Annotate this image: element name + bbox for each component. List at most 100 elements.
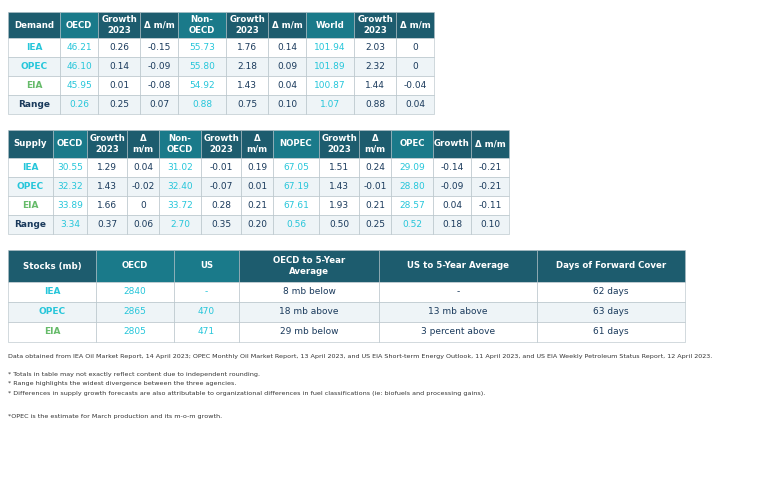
Bar <box>8 95 60 114</box>
Bar <box>241 130 273 158</box>
Bar <box>159 177 201 196</box>
Text: 29 mb below: 29 mb below <box>280 328 338 336</box>
Bar <box>319 215 359 234</box>
Text: 470: 470 <box>198 308 215 316</box>
Bar <box>60 76 98 95</box>
Text: -0.21: -0.21 <box>478 182 501 191</box>
Text: World: World <box>315 20 344 30</box>
Bar <box>226 95 268 114</box>
Text: US: US <box>200 262 213 270</box>
Text: Δ
m/m: Δ m/m <box>364 134 386 154</box>
Text: 32.32: 32.32 <box>57 182 83 191</box>
Text: Days of Forward Cover: Days of Forward Cover <box>556 262 666 270</box>
Text: 2840: 2840 <box>124 288 146 296</box>
Bar <box>201 196 241 215</box>
Text: Growth
2023: Growth 2023 <box>321 134 356 154</box>
Bar <box>140 12 178 38</box>
Text: OECD: OECD <box>66 20 92 30</box>
Bar <box>433 130 471 158</box>
Text: 67.05: 67.05 <box>283 163 309 172</box>
Text: 55.80: 55.80 <box>189 62 215 71</box>
Text: -0.08: -0.08 <box>147 81 170 90</box>
Bar <box>396 38 434 57</box>
Text: OECD: OECD <box>122 262 148 270</box>
Bar <box>174 322 239 342</box>
Bar <box>471 215 509 234</box>
Text: Growth: Growth <box>434 140 470 148</box>
Text: 2.70: 2.70 <box>170 220 190 229</box>
Bar <box>8 76 60 95</box>
Bar <box>379 302 537 322</box>
Bar <box>471 158 509 177</box>
Text: 30.55: 30.55 <box>57 163 83 172</box>
Text: 2.18: 2.18 <box>237 62 257 71</box>
Text: 0.04: 0.04 <box>405 100 425 109</box>
Bar <box>471 130 509 158</box>
Bar <box>53 158 87 177</box>
Text: 0.35: 0.35 <box>211 220 231 229</box>
Bar <box>319 177 359 196</box>
Text: OPEC: OPEC <box>17 182 44 191</box>
Text: Growth
2023: Growth 2023 <box>89 134 125 154</box>
Bar <box>127 130 159 158</box>
Bar <box>8 215 53 234</box>
Bar <box>60 38 98 57</box>
Bar <box>87 196 127 215</box>
Bar <box>174 302 239 322</box>
Bar <box>226 38 268 57</box>
Bar <box>239 322 379 342</box>
Bar <box>537 322 685 342</box>
Text: Range: Range <box>18 100 50 109</box>
Bar <box>8 282 96 302</box>
Text: Non-
OECD: Non- OECD <box>189 16 215 34</box>
Text: 33.89: 33.89 <box>57 201 83 210</box>
Bar <box>268 76 306 95</box>
Text: EIA: EIA <box>26 81 43 90</box>
Text: 33.72: 33.72 <box>167 201 193 210</box>
Text: -0.09: -0.09 <box>440 182 463 191</box>
Text: 0.04: 0.04 <box>277 81 297 90</box>
Bar <box>159 196 201 215</box>
Text: OECD to 5-Year
Average: OECD to 5-Year Average <box>273 256 345 276</box>
Text: OPEC: OPEC <box>20 62 47 71</box>
Text: 101.89: 101.89 <box>314 62 346 71</box>
Text: 18 mb above: 18 mb above <box>279 308 339 316</box>
Text: * Totals in table may not exactly reflect content due to independent rounding.: * Totals in table may not exactly reflec… <box>8 372 260 377</box>
Bar <box>174 250 239 282</box>
Text: 0.01: 0.01 <box>109 81 129 90</box>
Text: -0.15: -0.15 <box>147 43 170 52</box>
Bar <box>178 76 226 95</box>
Text: US to 5-Year Average: US to 5-Year Average <box>407 262 509 270</box>
Text: 0.04: 0.04 <box>133 163 153 172</box>
Text: 1.43: 1.43 <box>97 182 117 191</box>
Bar <box>98 57 140 76</box>
Text: Δ m/m: Δ m/m <box>474 140 505 148</box>
Bar <box>174 282 239 302</box>
Bar <box>201 158 241 177</box>
Text: OPEC: OPEC <box>399 140 425 148</box>
Text: * Range highlights the widest divergence between the three agencies.: * Range highlights the widest divergence… <box>8 382 236 386</box>
Text: OECD: OECD <box>57 140 83 148</box>
Text: Range: Range <box>15 220 46 229</box>
Text: -: - <box>205 288 208 296</box>
Bar <box>241 177 273 196</box>
Bar <box>391 177 433 196</box>
Text: 0.37: 0.37 <box>97 220 117 229</box>
Bar <box>8 12 60 38</box>
Text: -0.09: -0.09 <box>147 62 170 71</box>
Text: 0.21: 0.21 <box>365 201 385 210</box>
Bar <box>268 95 306 114</box>
Bar <box>178 12 226 38</box>
Bar <box>8 250 96 282</box>
Bar <box>53 196 87 215</box>
Bar <box>8 57 60 76</box>
Bar <box>140 95 178 114</box>
Text: 0.14: 0.14 <box>277 43 297 52</box>
Text: 0: 0 <box>140 201 146 210</box>
Bar <box>537 250 685 282</box>
Bar <box>471 177 509 196</box>
Text: 0.19: 0.19 <box>247 163 267 172</box>
Bar <box>537 302 685 322</box>
Text: OPEC: OPEC <box>39 308 66 316</box>
Text: 0.01: 0.01 <box>247 182 267 191</box>
